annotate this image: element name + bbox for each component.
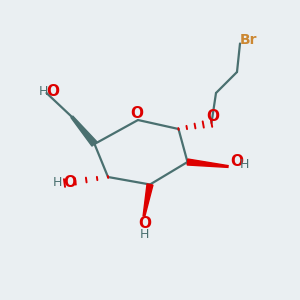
Polygon shape [71, 116, 97, 146]
Text: O: O [206, 109, 220, 124]
Text: H: H [52, 176, 62, 189]
Text: O: O [138, 216, 152, 231]
Text: Br: Br [240, 34, 257, 47]
Polygon shape [143, 184, 153, 216]
Polygon shape [187, 159, 228, 167]
Text: O: O [46, 84, 59, 99]
Text: H: H [240, 158, 249, 172]
Text: H: H [140, 227, 150, 241]
Text: O: O [230, 154, 243, 169]
Text: O: O [130, 106, 143, 121]
Text: H: H [39, 85, 48, 98]
Text: O: O [63, 175, 76, 190]
